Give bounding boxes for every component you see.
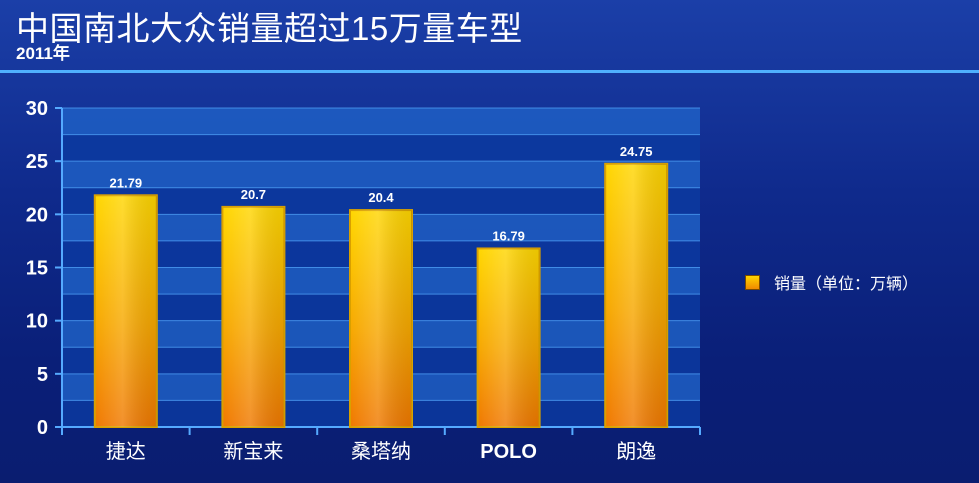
y-tick-label: 10 (26, 311, 48, 333)
chart-title: 中国南北大众销量超过15万量车型 (16, 10, 523, 47)
x-tick-label: 朗逸 (616, 439, 656, 463)
legend-label: 销量（单位：万辆） (774, 274, 919, 293)
chart-subtitle: 2011年 (16, 44, 70, 63)
y-tick-label: 20 (26, 204, 48, 226)
x-tick-label: 捷达 (106, 439, 146, 463)
bar-highlight (94, 195, 157, 427)
x-tick-label: POLO (480, 441, 537, 463)
bar-highlight (350, 210, 412, 427)
y-tick-label: 15 (26, 258, 48, 280)
data-label: 24.75 (620, 144, 653, 159)
bars (93, 162, 669, 428)
plot-band (62, 161, 700, 188)
bar-highlight (477, 248, 540, 427)
y-tick-label: 30 (26, 98, 48, 120)
bar-highlight (605, 163, 668, 427)
x-tick-label: 新宝来 (223, 439, 283, 463)
data-label: 20.7 (241, 187, 266, 202)
bar-highlight (222, 206, 285, 427)
title-divider (0, 70, 979, 73)
legend: 销量（单位：万辆） (745, 270, 918, 294)
plot-band (62, 134, 700, 162)
data-label: 16.79 (492, 228, 525, 243)
y-tick-label: 0 (37, 417, 48, 439)
y-tick-label: 5 (37, 364, 48, 386)
plot-band (62, 108, 700, 135)
legend-swatch (745, 274, 760, 290)
data-label: 20.4 (368, 190, 394, 205)
data-label: 21.79 (110, 175, 143, 190)
x-tick-label: 桑塔纳 (351, 439, 411, 463)
y-tick-label: 25 (26, 151, 48, 173)
labels: 0 5 10 15 20 25 30 21.79 捷达 20.7 新宝来 20.4 桑塔纳 16.79 PO… (26, 98, 656, 463)
